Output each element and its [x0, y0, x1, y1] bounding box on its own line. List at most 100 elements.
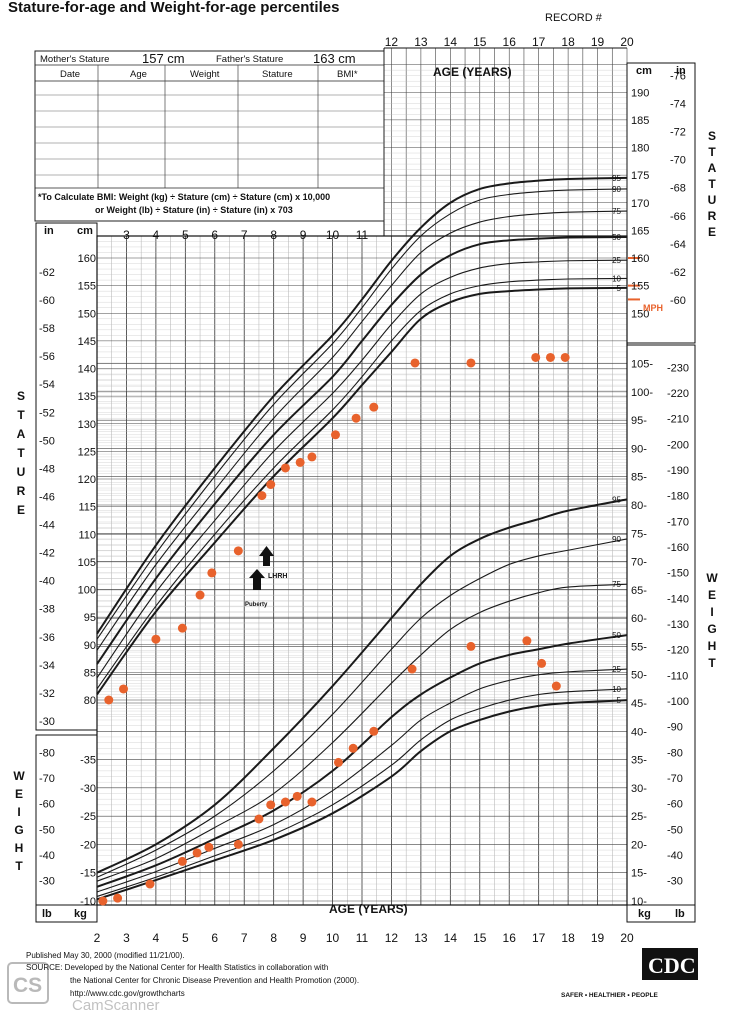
weight-kg-tick-left: -30	[80, 783, 96, 795]
age-tick-bottom: 12	[385, 931, 399, 945]
weight-lb-tick-right: -140	[667, 593, 689, 605]
age-tick-mid: 3	[123, 228, 130, 242]
axis-title-letter: S	[708, 129, 716, 143]
father-stature-value: 163 cm	[313, 51, 356, 66]
axis-title-letter: H	[708, 639, 717, 653]
stature-cm-tick-right: 190	[631, 87, 649, 99]
weight-percentile-label: 75	[612, 580, 621, 589]
weight-kg-tick-right: 35-	[631, 755, 647, 767]
weight-lb-tick-right: -150	[667, 568, 689, 580]
stature-point	[104, 695, 114, 705]
weight-percentile-label: 50	[612, 631, 621, 640]
stature-in-tick-left: -46	[39, 491, 55, 503]
weight-curve-p5	[96, 699, 628, 901]
weight-point	[333, 757, 343, 767]
age-tick-top: 17	[532, 35, 546, 49]
stature-cm-tick-left: 140	[78, 364, 96, 376]
cdc-slogan: SAFER • HEALTHIER • PEOPLE	[561, 992, 659, 999]
age-tick-bottom: 2	[94, 931, 101, 945]
stature-cm-tick-right: 180	[631, 143, 649, 155]
unit-in-top-right: in	[676, 65, 686, 77]
weight-kg-tick-right: 105-	[631, 359, 653, 371]
age-tick-top: 16	[503, 35, 517, 49]
age-tick-top: 18	[561, 35, 575, 49]
weight-lb-tick-right: -200	[667, 439, 689, 451]
stature-percentile-label: 90	[612, 185, 621, 194]
weight-lb-tick-right: -220	[667, 388, 689, 400]
weight-point	[192, 848, 202, 858]
stature-cm-tick-right: 150	[631, 308, 649, 320]
unit-in-top-left: in	[44, 225, 54, 237]
stature-percentile-label: 75	[612, 207, 621, 216]
stature-cm-tick-left: 90	[84, 640, 96, 652]
weight-point	[466, 641, 476, 651]
cdc-logo: CDC	[642, 948, 698, 980]
stature-in-tick-left: -50	[39, 435, 55, 447]
stature-in-tick-left: -54	[39, 379, 55, 391]
weight-curve-p50	[96, 634, 628, 888]
lhrh-label: LHRH	[268, 573, 287, 580]
weight-lb-tick-right: -180	[667, 491, 689, 503]
mother-stature-value: 157 cm	[142, 51, 185, 66]
stature-point	[307, 452, 317, 462]
age-tick-bottom: 7	[241, 931, 248, 945]
stature-curve-p95	[96, 176, 628, 635]
age-tick-mid: 9	[300, 228, 307, 242]
stature-point	[266, 480, 276, 490]
col-weight: Weight	[190, 69, 220, 80]
axis-title-letter: T	[708, 656, 716, 670]
weight-kg-tick-right: 90-	[631, 443, 647, 455]
stature-cm-tick-left: 95	[84, 612, 96, 624]
weight-lb-tick-right: -210	[667, 414, 689, 426]
weight-lb-tick-right: -30	[667, 876, 683, 888]
stature-curve-p10	[96, 277, 628, 690]
age-tick-mid: 10	[326, 228, 340, 242]
father-stature-label: Father's Stature	[216, 54, 283, 65]
weight-kg-tick-right: 50-	[631, 670, 647, 682]
age-tick-bottom: 5	[182, 931, 189, 945]
age-tick-top: 14	[444, 35, 458, 49]
age-tick-bottom: 20	[620, 931, 634, 945]
axis-title-letter: T	[708, 177, 716, 191]
axis-title-letter: T	[17, 408, 25, 422]
stature-in-tick-right: -64	[670, 239, 686, 251]
source-url: http://www.cdc.gov/growthcharts	[70, 989, 185, 998]
weight-lb-tick-right: -230	[667, 362, 689, 374]
col-bmi: BMI*	[337, 69, 358, 80]
weight-lb-tick-right: -120	[667, 645, 689, 657]
stature-point	[151, 634, 161, 644]
stature-in-tick-left: -38	[39, 604, 55, 616]
age-tick-bottom: 19	[591, 931, 605, 945]
weight-lb-tick-right: -160	[667, 542, 689, 554]
stature-cm-tick-left: 80	[84, 695, 96, 707]
weight-point	[98, 896, 108, 906]
weight-point	[551, 681, 561, 691]
puberty-label: Puberty	[245, 602, 268, 608]
stature-in-tick-right: -74	[670, 99, 686, 111]
mother-stature-label: Mother's Stature	[40, 54, 109, 65]
axis-title-letter: T	[15, 859, 23, 873]
axis-title-letter: G	[707, 622, 716, 636]
stature-cm-tick-left: 125	[78, 446, 96, 458]
mph-label: MPH	[643, 303, 663, 313]
stature-cm-tick-right: 170	[631, 198, 649, 210]
age-tick-top: 15	[473, 35, 487, 49]
axis-labels: 2 3 3 4 4 5 5 6 6 7 7 8 8 9 9 10 10 11 11 12 12 13 13 14 14 15 15 1…	[39, 35, 689, 945]
stature-in-tick-left: -60	[39, 295, 55, 307]
weight-lb-tick-right: -100	[667, 696, 689, 708]
weight-lb-tick-left: -30	[39, 876, 55, 888]
unit-cm-top-left: cm	[77, 225, 93, 237]
weight-point	[113, 893, 123, 903]
stature-point	[351, 413, 361, 423]
stature-cm-tick-left: 105	[78, 557, 96, 569]
weight-percentile-label: 10	[612, 685, 621, 694]
axis-title-letter: T	[708, 145, 716, 159]
weight-kg-tick-right: 55-	[631, 641, 647, 653]
weight-lb-tick-right: -190	[667, 465, 689, 477]
weight-kg-tick-left: -20	[80, 839, 96, 851]
age-tick-bottom: 3	[123, 931, 130, 945]
stature-cm-tick-right: 165	[631, 225, 649, 237]
axis-title-letter: E	[17, 503, 25, 517]
svg-text:CS: CS	[13, 974, 42, 997]
